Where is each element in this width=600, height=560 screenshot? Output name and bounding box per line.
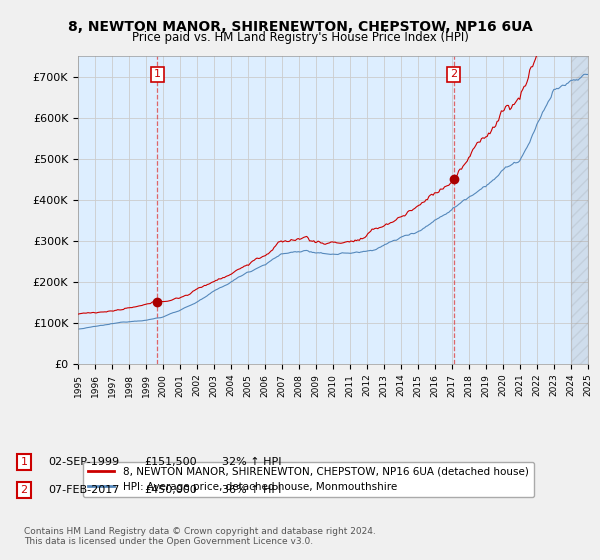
Text: 2: 2 xyxy=(450,69,457,80)
Text: 07-FEB-2017: 07-FEB-2017 xyxy=(48,485,119,495)
Legend: 8, NEWTON MANOR, SHIRENEWTON, CHEPSTOW, NP16 6UA (detached house), HPI: Average : 8, NEWTON MANOR, SHIRENEWTON, CHEPSTOW, … xyxy=(83,461,534,497)
Text: 36% ↑ HPI: 36% ↑ HPI xyxy=(222,485,281,495)
Text: Contains HM Land Registry data © Crown copyright and database right 2024.
This d: Contains HM Land Registry data © Crown c… xyxy=(24,526,376,546)
Text: 1: 1 xyxy=(20,457,28,467)
Text: Price paid vs. HM Land Registry's House Price Index (HPI): Price paid vs. HM Land Registry's House … xyxy=(131,31,469,44)
Text: £151,500: £151,500 xyxy=(144,457,197,467)
Text: 1: 1 xyxy=(154,69,161,80)
Text: 32% ↑ HPI: 32% ↑ HPI xyxy=(222,457,281,467)
Text: 2: 2 xyxy=(20,485,28,495)
Text: £450,000: £450,000 xyxy=(144,485,197,495)
Bar xyxy=(571,56,588,364)
Text: 8, NEWTON MANOR, SHIRENEWTON, CHEPSTOW, NP16 6UA: 8, NEWTON MANOR, SHIRENEWTON, CHEPSTOW, … xyxy=(68,20,532,34)
Text: 02-SEP-1999: 02-SEP-1999 xyxy=(48,457,119,467)
